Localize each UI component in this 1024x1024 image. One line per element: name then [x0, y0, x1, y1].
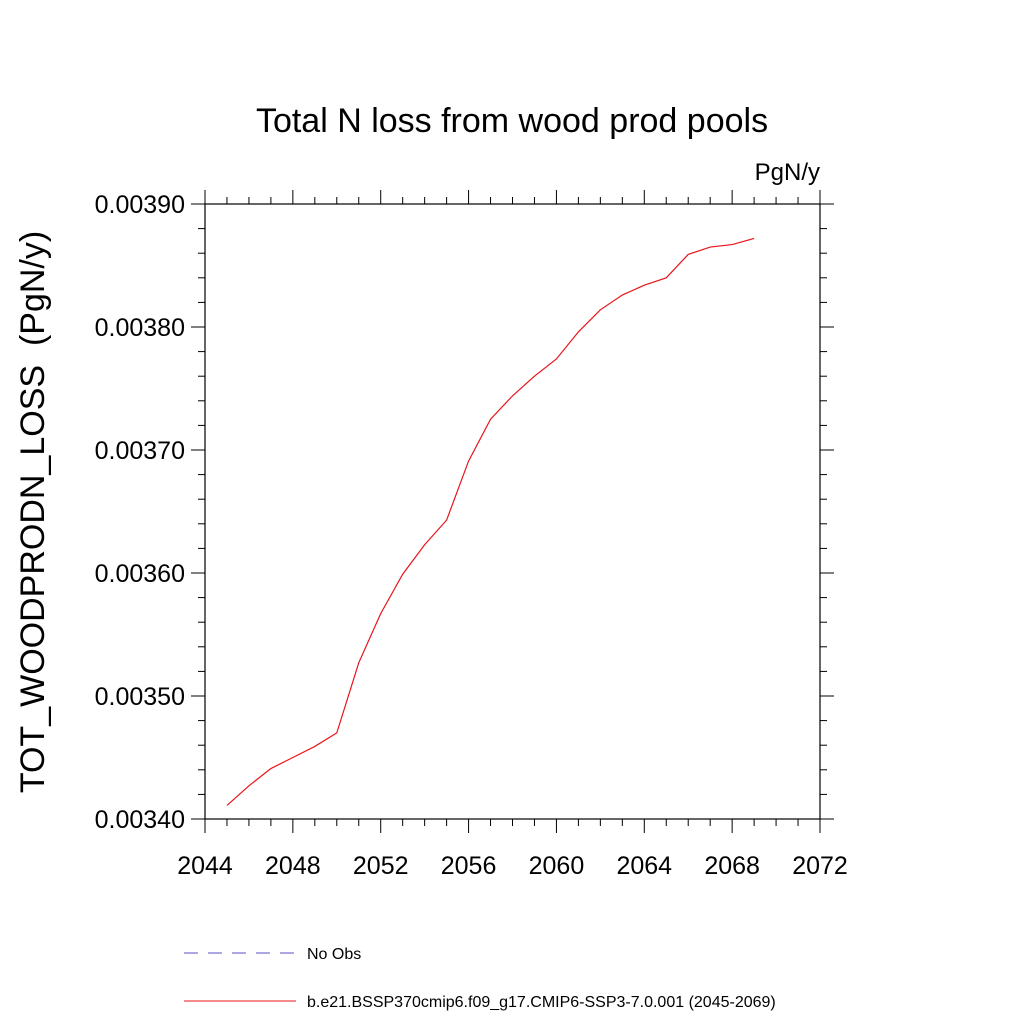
x-tick-label: 2056	[441, 852, 497, 880]
chart-title: Total N loss from wood prod pools	[256, 102, 768, 140]
x-tick-label: 2048	[265, 852, 321, 880]
x-tick-label: 2044	[177, 852, 233, 880]
x-tick-label: 2052	[353, 852, 409, 880]
y-tick-label: 0.00370	[95, 437, 185, 465]
x-tick-label: 2068	[704, 852, 760, 880]
y-tick-label: 0.00340	[95, 806, 185, 834]
plot-frame	[204, 203, 821, 820]
y-tick-label: 0.00380	[95, 314, 185, 342]
x-tick-label: 2060	[529, 852, 585, 880]
plot-area: 2044 2048 2052 2056 2060 2064 2068 2072 0.00340 0…	[95, 190, 848, 880]
y-tick-label: 0.00360	[95, 560, 185, 588]
y-tick-label: 0.00390	[95, 191, 185, 219]
y-tick-label: 0.00350	[95, 683, 185, 711]
x-tick-label: 2064	[616, 852, 672, 880]
legend: No Obs b.e21.BSSP370cmip6.f09_g17.CMIP6-S…	[184, 946, 776, 1011]
legend-label: No Obs	[307, 946, 361, 963]
legend-label: b.e21.BSSP370cmip6.f09_g17.CMIP6-SSP3-7.…	[307, 994, 776, 1011]
x-tick-label: 2072	[792, 852, 848, 880]
y-axis-label: TOT_WOODPRODN_LOSS (PgN/y)	[14, 231, 52, 793]
units-label: PgN/y	[755, 159, 820, 186]
series-line	[226, 237, 755, 806]
